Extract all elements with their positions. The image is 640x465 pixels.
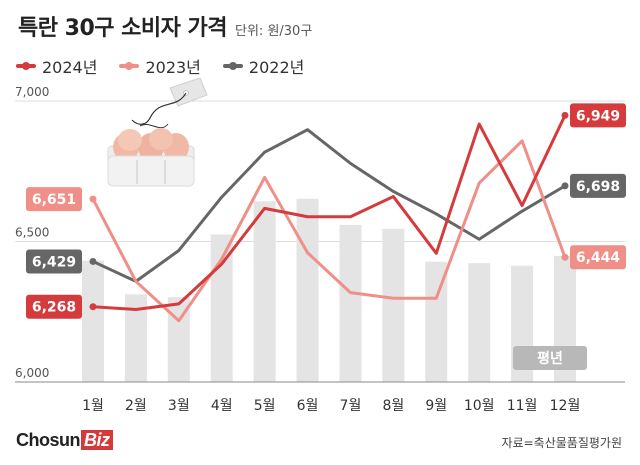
value-label-last: 6,444 — [576, 250, 621, 266]
legend-item-2024: 2024년 — [16, 54, 97, 78]
egg-carton-icon — [107, 77, 208, 187]
average-bar — [124, 294, 147, 382]
x-tick-label: 4월 — [211, 398, 233, 414]
value-label-first: 6,651 — [32, 192, 76, 208]
x-tick-label: 12월 — [550, 398, 581, 414]
legend-label-2023: 2023년 — [145, 58, 201, 77]
value-label-first: 6,268 — [32, 300, 76, 316]
average-bar — [167, 297, 190, 382]
logo-accent: Biz — [81, 430, 113, 450]
series-point-0 — [89, 303, 97, 311]
y-tick-label: 7,000 — [15, 85, 49, 99]
value-label-last: 6,698 — [576, 179, 620, 195]
legend-label-2022: 2022년 — [248, 58, 305, 77]
x-tick-label: 6월 — [297, 398, 319, 414]
y-tick-label: 6,500 — [15, 226, 49, 240]
average-badge: 평년 — [513, 346, 587, 370]
average-badge-box — [513, 346, 587, 370]
axes: 6,000 6,500 7,000 1월 2월 3월 4월 5월 6월 7월 8월 9월 10월 11월 1… — [15, 85, 625, 414]
average-bar — [210, 234, 233, 382]
series-lines — [89, 111, 569, 323]
x-tick-label: 3월 — [168, 398, 190, 414]
average-bar — [425, 261, 448, 382]
x-tick-label: 11월 — [507, 398, 538, 414]
legend-item-2023: 2023년 — [119, 54, 201, 78]
series-point-0 — [561, 111, 569, 119]
value-label-box — [26, 187, 82, 212]
value-label-box — [570, 103, 626, 128]
value-label-box — [570, 173, 626, 198]
value-label-box — [26, 294, 82, 319]
legend-swatch-2022 — [222, 62, 243, 70]
series-point-1 — [89, 195, 97, 203]
average-badge-label: 평년 — [537, 350, 563, 367]
value-label-box — [26, 249, 82, 274]
chosunbiz-logo: Chosun Biz — [16, 430, 113, 451]
x-tick-label: 9월 — [425, 398, 447, 414]
x-tick-label: 2월 — [125, 398, 147, 414]
chart-header: 특란 30구 소비자 가격 단위: 원/30구 — [18, 10, 312, 50]
series-line-0 — [91, 113, 567, 312]
series-point-2 — [89, 257, 97, 265]
series-line-2 — [91, 128, 567, 283]
x-tick-label: 8월 — [382, 398, 404, 414]
legend-label-2024: 2024년 — [42, 58, 98, 77]
chart-unit: 단위: 원/30구 — [235, 24, 313, 39]
series-point-2 — [561, 182, 569, 190]
source-note: 자료=축산물품질평가원 — [501, 436, 622, 450]
x-tick-label: 10월 — [464, 398, 495, 414]
value-label-box — [570, 245, 626, 270]
series-line-1 — [91, 139, 567, 323]
series-point-1 — [561, 253, 569, 261]
legend-swatch-2024 — [16, 62, 36, 70]
average-bar — [82, 260, 104, 382]
x-tick-label: 1월 — [82, 398, 104, 414]
x-tick-label: 5월 — [254, 398, 276, 414]
value-label-last: 6,949 — [576, 108, 620, 124]
y-tick-label: 6,000 — [15, 366, 49, 380]
average-bar — [339, 224, 362, 382]
average-bar — [468, 263, 491, 382]
bars-average — [82, 198, 576, 382]
value-label-first: 6,429 — [32, 254, 76, 270]
average-bar — [296, 198, 319, 382]
average-bar — [382, 228, 405, 382]
logo-main: Chosun — [16, 430, 81, 450]
value-labels: 6,268 6,949 6,651 6,444 6,429 6,698 — [26, 103, 626, 319]
x-tick-label: 7월 — [340, 398, 362, 414]
legend-swatch-2023 — [119, 62, 140, 70]
legend: 2024년 2023년 2022년 — [16, 54, 304, 78]
average-bar — [253, 201, 276, 382]
legend-item-2022: 2022년 — [222, 54, 305, 78]
chart-title: 특란 30구 소비자 가격 — [18, 16, 228, 41]
